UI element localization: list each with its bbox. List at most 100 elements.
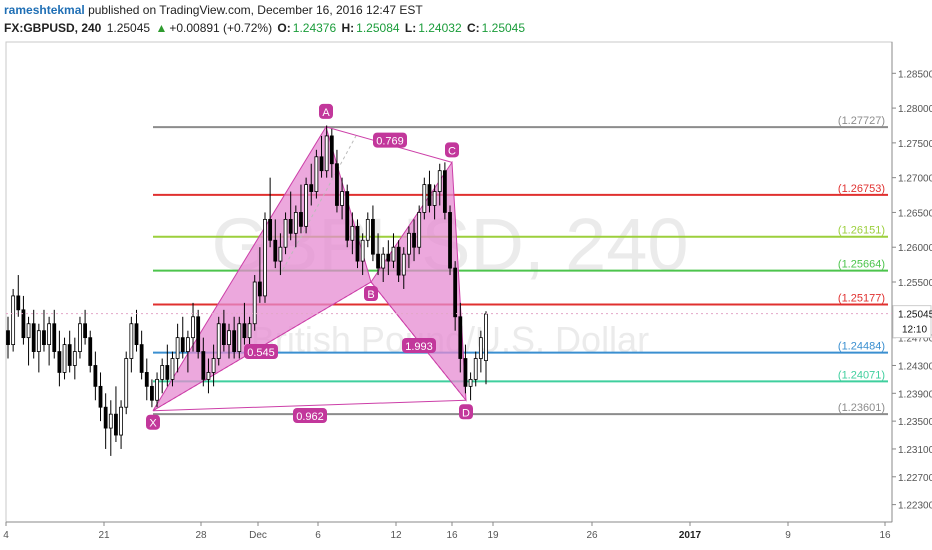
ratio-label-bg [373,132,407,148]
candle-body [21,309,26,339]
ratio-label-bg [402,338,436,353]
price-tick-label: 1.25500 [898,278,932,289]
published-text: published on TradingView.com, December 1… [88,3,423,17]
point-label-c: C [445,142,459,158]
point-label-d: D [459,404,473,420]
candle-body [288,218,293,234]
candle-body [391,246,396,262]
price-tick-label: 1.22700 [898,473,932,484]
point-label-a-bg [319,103,333,119]
candle-body [31,323,36,352]
level-label: (1.23601) [838,402,885,414]
time-tick-label: 16 [879,530,891,541]
price-axis-ticks: 1.28500 1.28000 1.27500 1.27000 1.26500 1.260… [892,69,932,512]
candle-body [201,351,206,380]
candle-body [47,323,52,346]
price-tick-label: 1.26000 [898,243,932,254]
candle-body [93,365,98,387]
price-tick-label: 1.23100 [898,445,932,456]
candle-body [263,218,267,297]
candle-body [227,330,231,346]
guide-line [279,135,357,276]
high-label: H: [341,21,355,35]
candle-body [412,232,416,248]
level-label: (1.26753) [838,183,885,195]
xd-line [152,399,467,412]
candle-body [26,323,31,339]
candle-body [324,135,329,172]
ratio-label-text: 1.993 [405,341,433,353]
candle-body [427,184,432,206]
candle-body [150,385,154,401]
level-label: (1.24484) [838,341,885,353]
point-label-x-bg [146,414,160,430]
candle-body [129,323,134,359]
candle-body [78,323,82,352]
candle-body [401,253,406,276]
candle-body [319,156,324,172]
last-price-value: 1.25045 [898,310,932,321]
low-label: L: [404,21,417,35]
candle-body [257,281,262,297]
candle-body [381,253,386,269]
point-label-c-text: C [448,145,456,157]
candle-body [350,225,355,241]
candle-body [160,365,165,380]
price-tick-label: 1.22300 [898,501,932,512]
point-label-x: X [146,414,160,430]
point-label-c-bg [445,142,459,158]
candle-body [355,225,360,262]
candle-body [165,365,170,380]
candle-body [484,313,488,362]
point-label-x-text: X [149,418,157,430]
candle-body [463,358,468,387]
candle-body [185,337,190,352]
candle-body [468,378,473,387]
candle-body [42,330,46,346]
time-tick-label: 6 [315,530,321,541]
candle-body [442,170,447,213]
candlesticks [6,125,488,456]
candle-body [62,344,67,373]
candle-body [114,413,118,436]
candle-body [232,330,237,352]
candle-body [11,295,16,346]
high-value: 1.25084 [356,21,400,35]
candle-body [437,170,442,192]
ratio-label: 1.993 [402,338,436,353]
candle-body [16,295,21,311]
username-link[interactable]: rameshtekmal [4,3,85,17]
price-tick-label: 1.27500 [898,139,932,150]
candle-body [88,337,93,366]
time-tick-label: 4 [3,530,9,541]
candle-body [278,246,283,262]
candle-body [448,212,452,269]
time-tick-label: 9 [785,530,791,541]
candle-body [432,191,437,206]
pattern-labels: X A B C D 0.769 0.545 1.993 0.962 [146,103,473,430]
candle-body [299,212,303,227]
candle-body [134,323,139,346]
candle-body [103,406,108,429]
candle-body [376,253,380,269]
level-label: (1.25177) [838,292,885,304]
candle-body [371,218,375,255]
time-axis-ticks: 4 21 28 Dec 6 12 16 19 26 2017 9 16 [3,522,891,541]
candle-body [170,358,175,380]
candle-body [196,316,201,352]
point-label-d-text: D [462,407,470,419]
price-tick-label: 1.24700 [898,334,932,345]
price-change: +0.00891 (+0.72%) [169,21,273,35]
ratio-label-text: 0.769 [376,136,404,148]
candle-body [6,330,10,346]
time-tick-label: 26 [586,530,598,541]
candle-body [124,358,129,408]
candle-body [335,163,339,206]
open-label: O: [277,21,291,35]
candle-body [52,323,57,352]
candle-body [242,323,247,339]
price-tick-label: 1.28500 [898,69,932,80]
point-label-b-text: B [367,289,374,301]
price-tick-label: 1.24300 [898,361,932,372]
